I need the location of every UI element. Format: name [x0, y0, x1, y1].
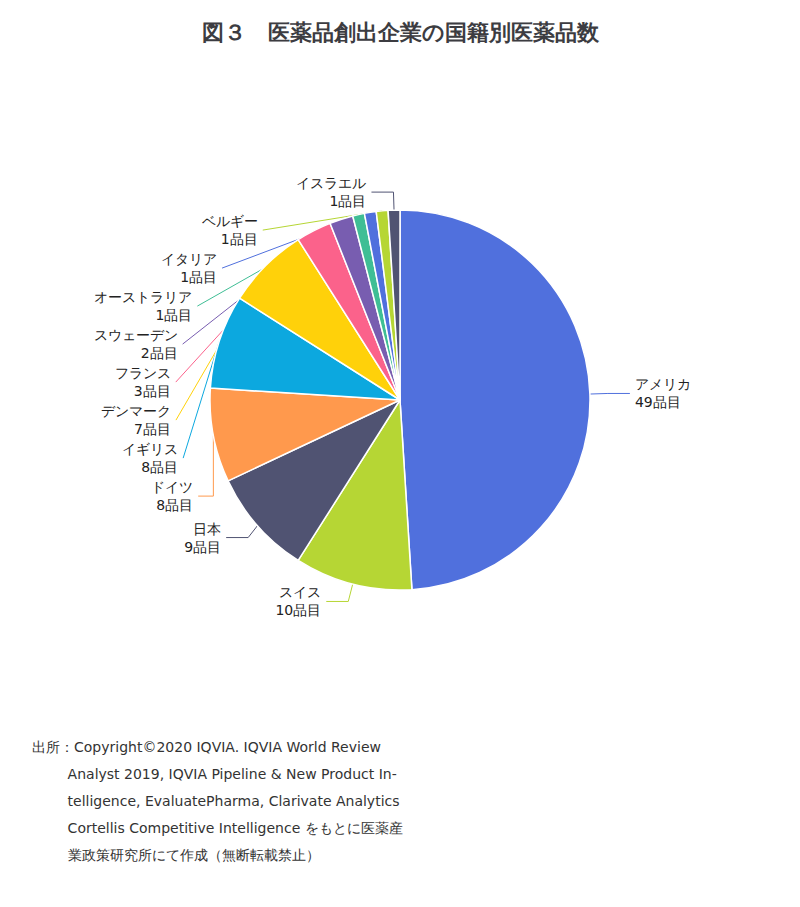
svg-text:図３ 医薬品創出企業の国籍別医薬品数: 図３ 医薬品創出企業の国籍別医薬品数	[202, 20, 600, 45]
svg-text:日本: 日本	[193, 521, 221, 537]
svg-text:8品目: 8品目	[141, 459, 178, 475]
svg-text:ベルギー: ベルギー	[202, 213, 258, 229]
svg-text:アメリカ: アメリカ	[635, 376, 691, 392]
svg-text:業政策研究所にて作成（無断転載禁止）: 業政策研究所にて作成（無断転載禁止）	[32, 847, 320, 863]
svg-text:telligence, EvaluatePharma, Cl: telligence, EvaluatePharma, Clarivate An…	[32, 793, 400, 809]
svg-text:1品目: 1品目	[155, 307, 192, 323]
svg-text:スイス: スイス	[279, 584, 321, 600]
svg-text:Analyst 2019, IQVIA Pipeline &: Analyst 2019, IQVIA Pipeline & New Produ…	[32, 766, 397, 782]
svg-text:7品目: 7品目	[134, 421, 171, 437]
svg-text:イタリア: イタリア	[161, 251, 217, 267]
svg-text:9品目: 9品目	[184, 539, 221, 555]
svg-text:スウェーデン: スウェーデン	[94, 327, 178, 343]
svg-text:ドイツ: ドイツ	[151, 479, 193, 495]
svg-text:イギリス: イギリス	[122, 441, 178, 457]
svg-text:49品目: 49品目	[635, 394, 681, 410]
svg-text:1品目: 1品目	[330, 193, 367, 209]
svg-text:10品目: 10品目	[275, 602, 321, 618]
svg-text:出所：Copyright©2020 IQVIA. IQVIA: 出所：Copyright©2020 IQVIA. IQVIA World Rev…	[32, 739, 381, 755]
svg-text:デンマーク: デンマーク	[101, 403, 171, 419]
svg-text:8品目: 8品目	[156, 497, 193, 513]
svg-text:イスラエル: イスラエル	[296, 175, 366, 191]
svg-text:1品目: 1品目	[180, 269, 217, 285]
svg-text:1品目: 1品目	[221, 231, 258, 247]
svg-text:3品目: 3品目	[134, 383, 171, 399]
svg-text:フランス: フランス	[115, 365, 171, 381]
svg-text:オーストラリア: オーストラリア	[94, 289, 192, 305]
svg-text:Cortellis Competitive Intellig: Cortellis Competitive Intelligence をもとに医…	[32, 820, 403, 836]
svg-text:2品目: 2品目	[141, 345, 178, 361]
